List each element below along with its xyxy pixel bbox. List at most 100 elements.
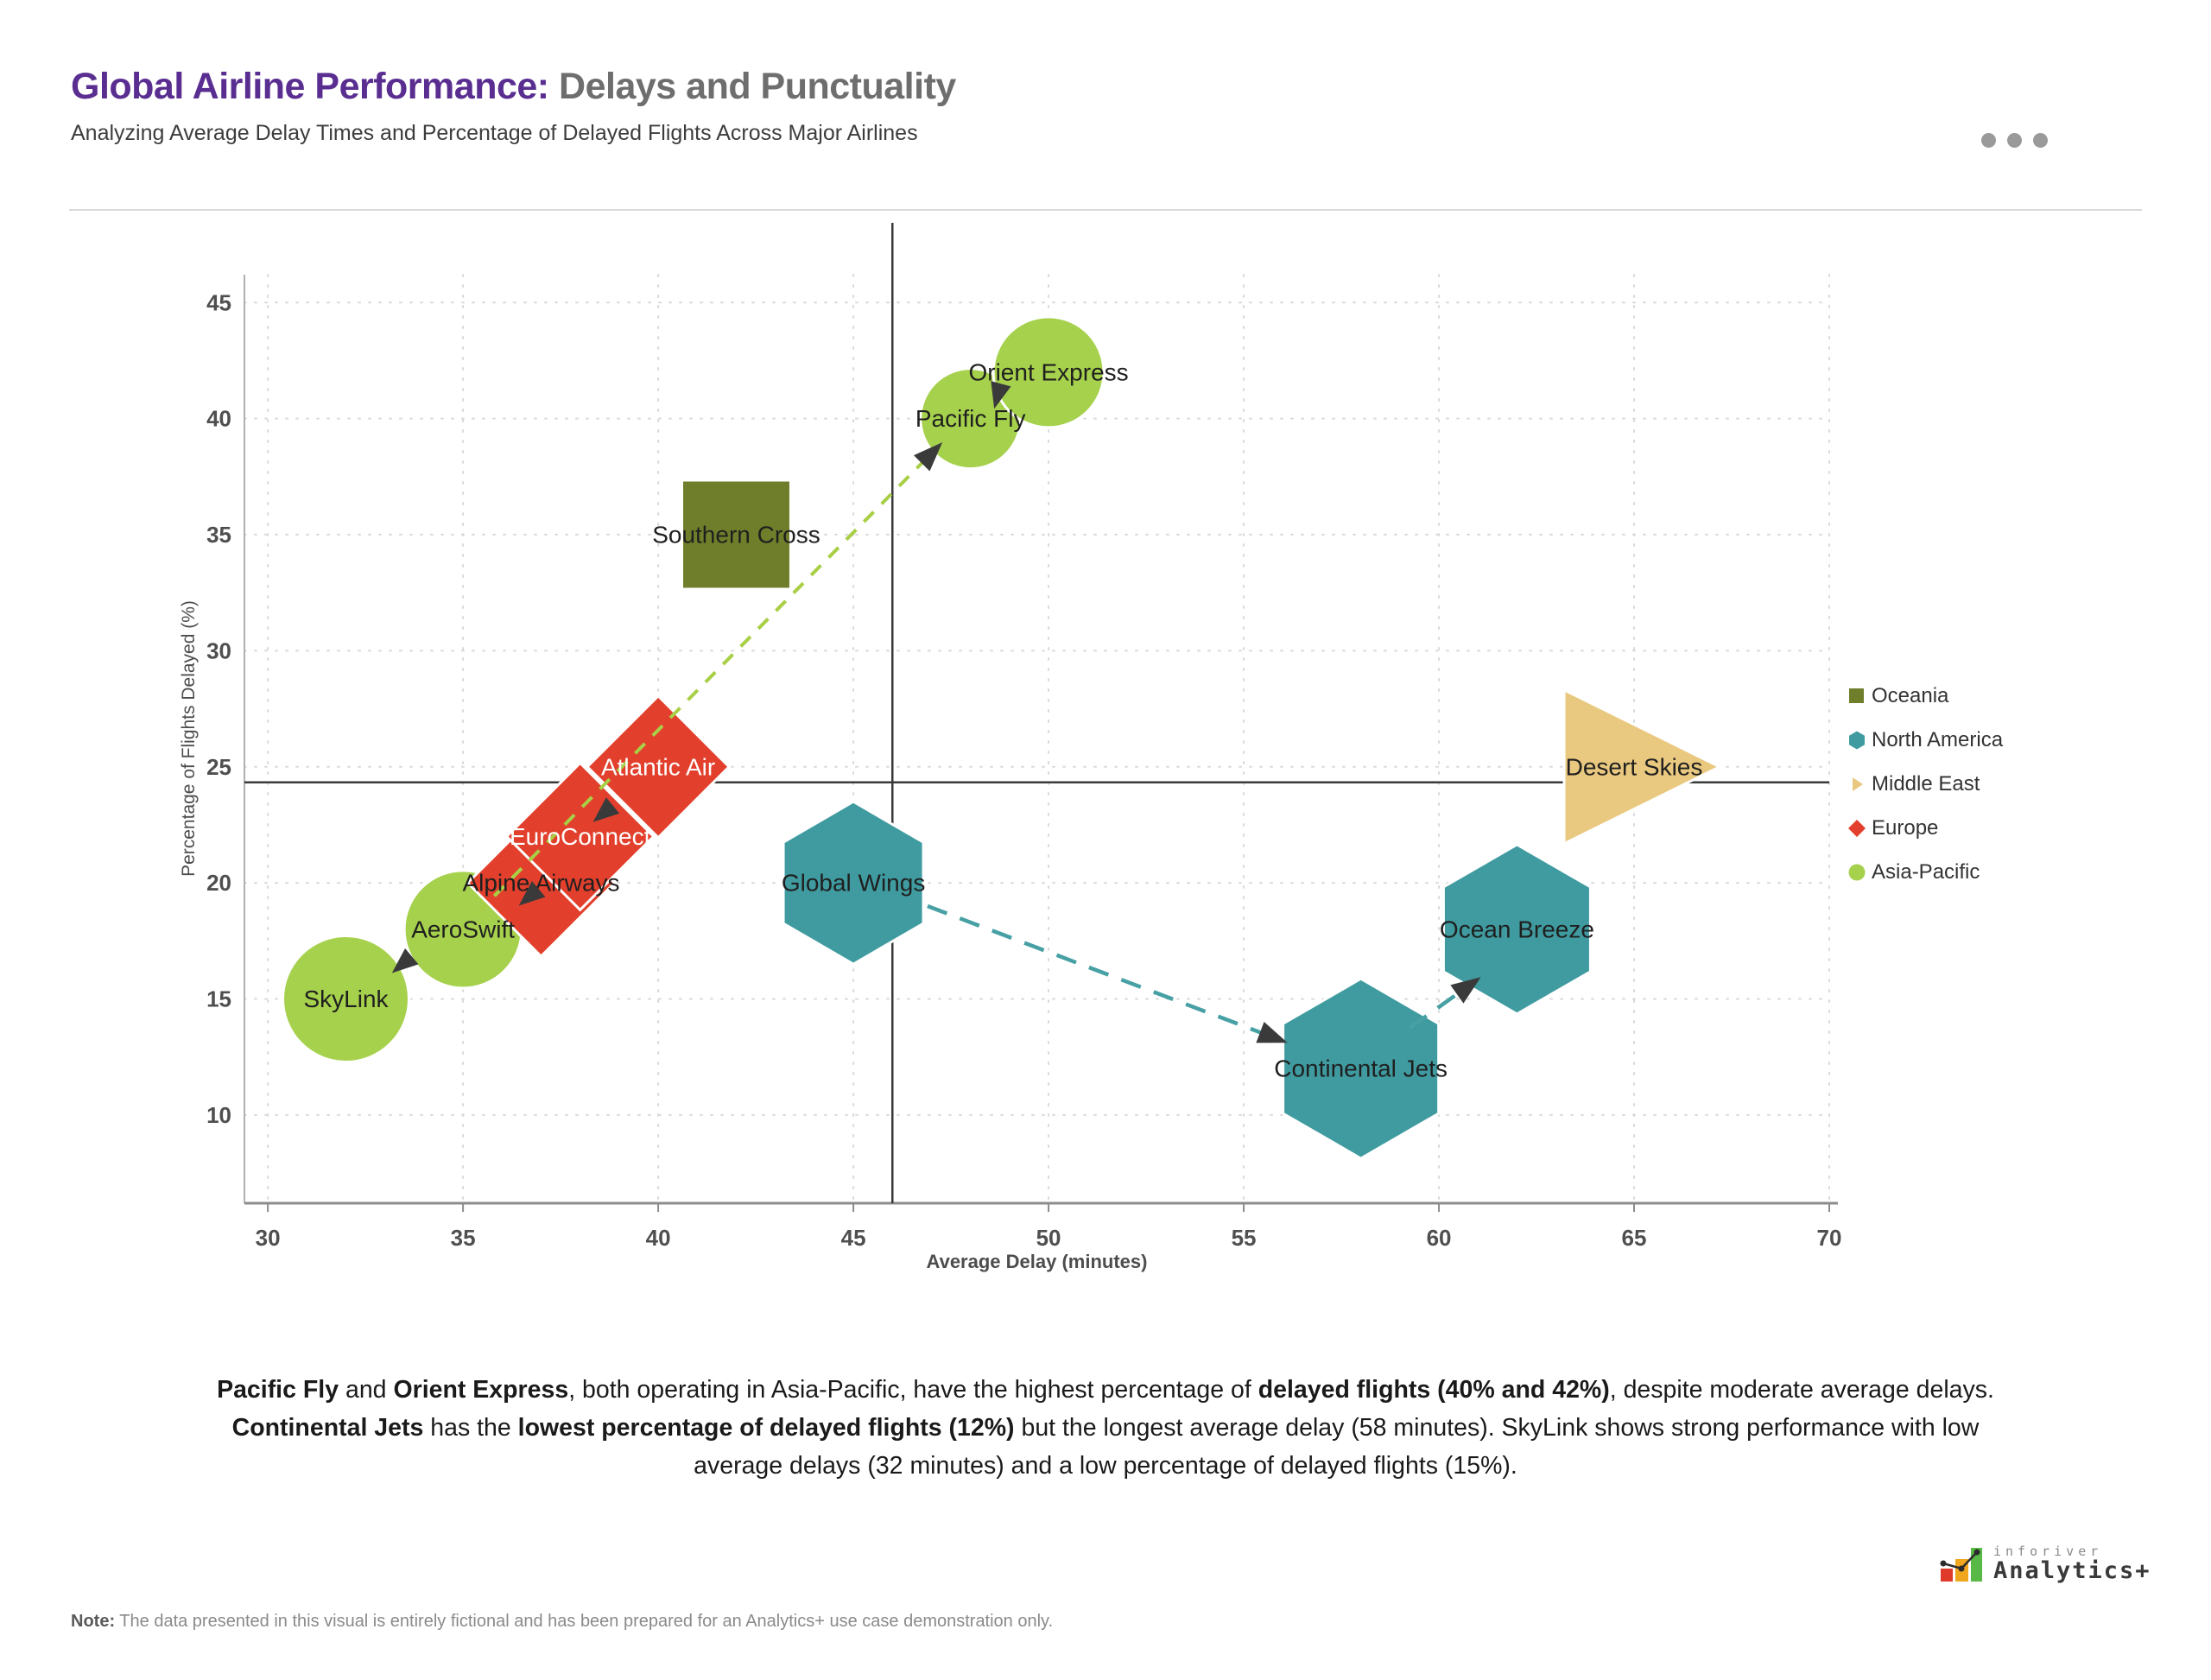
- label-atlantic-air: Atlantic Air: [601, 753, 715, 780]
- direction-arrow-icon: [592, 797, 620, 822]
- summary-segment: , despite moderate average delays.: [1609, 1375, 1994, 1404]
- legend-item-north-america[interactable]: North America: [1847, 718, 2003, 762]
- connectors: [458, 442, 1481, 1043]
- summary-segment: delayed flights (40% and 42%): [1258, 1375, 1610, 1404]
- legend: Oceania North America Middle East Europe Asi…: [1847, 674, 2003, 894]
- marker-ocean-breeze[interactable]: [1441, 843, 1592, 1016]
- summary-segment: and: [339, 1375, 394, 1404]
- marker-orient-express[interactable]: [991, 315, 1106, 429]
- connector-line: [1408, 984, 1470, 1030]
- label-continental-jets: Continental Jets: [1274, 1056, 1448, 1082]
- legend-label: Europe: [1872, 815, 1939, 840]
- page-title-primary: Global Airline Performance:: [71, 66, 549, 107]
- x-tick-label: 45: [841, 1225, 866, 1251]
- legend-item-asia-pacific[interactable]: Asia-Pacific: [1847, 850, 2003, 894]
- x-tick-label: 35: [451, 1225, 476, 1251]
- gridlines: [244, 274, 1830, 1204]
- y-tick-label: 25: [206, 754, 231, 780]
- label-desert-skies: Desert Skies: [1566, 753, 1703, 780]
- data-points: [282, 315, 1723, 1160]
- oceania-legend-marker-icon: [1849, 688, 1864, 703]
- scatter-chart: 30 35 40 45 50 55 60 65 70 10 15 20 25 30 35 40 45 Averag…: [179, 223, 1841, 1272]
- legend-item-europe[interactable]: Europe: [1847, 806, 2003, 850]
- legend-label: Middle East: [1872, 771, 1980, 796]
- label-ocean-breeze: Ocean Breeze: [1440, 916, 1594, 942]
- label-alpine-airways: Alpine Airways: [462, 870, 619, 897]
- footnote-label: Note:: [71, 1612, 116, 1631]
- x-tick-label: 50: [1036, 1225, 1061, 1251]
- axes: 30 35 40 45 50 55 60 65 70 10 15 20 25 30 35 40 45 Averag…: [179, 275, 1841, 1272]
- page-title: Global Airline Performance: Delays and P…: [71, 66, 956, 108]
- marker-global-wings[interactable]: [782, 800, 925, 966]
- direction-arrows: [391, 381, 1011, 973]
- direction-arrow-icon: [391, 948, 419, 973]
- page-subtitle: Analyzing Average Delay Times and Percen…: [71, 121, 918, 145]
- connector-arrowhead: [1256, 1022, 1288, 1043]
- inforiver-logo: inforiver Analytics+: [1940, 1544, 2151, 1584]
- marker-skylink[interactable]: [282, 935, 411, 1063]
- bar-chart-icon: [1940, 1548, 1982, 1582]
- y-axis-title: Percentage of Flights Delayed (%): [179, 600, 199, 877]
- connector-arrowhead: [913, 442, 943, 472]
- legend-item-middle-east[interactable]: Middle East: [1847, 762, 2003, 806]
- label-southern-cross: Southern Cross: [652, 522, 820, 548]
- label-pacific-fly: Pacific Fly: [915, 405, 1026, 432]
- x-tick-label: 60: [1427, 1225, 1452, 1251]
- y-tick-label: 40: [206, 406, 231, 432]
- connector-line: [458, 452, 933, 933]
- y-tick-label: 45: [206, 289, 231, 315]
- summary-segment: Pacific Fly: [217, 1375, 339, 1404]
- label-skylink: SkyLink: [303, 986, 389, 1012]
- direction-arrow-icon: [518, 881, 546, 906]
- logo-product: Analytics+: [1993, 1557, 2151, 1584]
- y-tick-label: 20: [206, 870, 231, 896]
- y-tick-label: 15: [206, 986, 231, 1012]
- summary-segment: but the longest average delay (58 minute…: [694, 1413, 1980, 1480]
- label-orient-express: Orient Express: [968, 358, 1128, 385]
- legend-item-oceania[interactable]: Oceania: [1847, 674, 2003, 718]
- north-america-legend-marker-icon: [1849, 731, 1865, 749]
- summary-segment: , both operating in Asia-Pacific, have t…: [568, 1375, 1258, 1404]
- label-aeroswift: AeroSwift: [411, 916, 515, 942]
- menu-dot: [2007, 133, 2022, 148]
- y-tick-label: 10: [206, 1102, 231, 1128]
- x-tick-label: 65: [1622, 1225, 1647, 1251]
- y-tick-label: 30: [206, 637, 231, 663]
- legend-label: North America: [1872, 727, 2004, 751]
- marker-euroconnect[interactable]: [504, 761, 656, 912]
- middle-east-legend-marker-icon: [1853, 777, 1863, 791]
- logo-brand: inforiver: [1993, 1544, 2103, 1559]
- direction-arrow-icon: [991, 381, 1011, 409]
- x-axis-title: Average Delay (minutes): [927, 1251, 1148, 1272]
- marker-desert-skies[interactable]: [1562, 688, 1723, 846]
- connector-line: [927, 903, 1274, 1039]
- asia-pacific-legend-marker-icon: [1848, 864, 1866, 880]
- x-tick-label: 70: [1817, 1225, 1842, 1251]
- menu-dot: [1981, 133, 1996, 148]
- marker-continental-jets[interactable]: [1282, 977, 1441, 1160]
- legend-label: Asia-Pacific: [1872, 859, 1980, 884]
- connector-arrowhead: [1450, 977, 1481, 1004]
- footnote-text: The data presented in this visual is ent…: [115, 1612, 1054, 1631]
- marker-atlantic-air[interactable]: [585, 694, 732, 840]
- label-global-wings: Global Wings: [782, 870, 926, 897]
- europe-legend-marker-icon: [1848, 819, 1866, 837]
- header-divider: [69, 209, 2142, 211]
- summary-text: Pacific Fly and Orient Express, both ope…: [199, 1371, 2012, 1485]
- x-tick-label: 55: [1232, 1225, 1257, 1251]
- x-tick-label: 40: [646, 1225, 671, 1251]
- summary-segment: lowest percentage of delayed flights (12…: [517, 1413, 1015, 1442]
- legend-label: Oceania: [1872, 683, 1949, 707]
- footnote: Note: The data presented in this visual …: [71, 1612, 1053, 1632]
- summary-segment: Orient Express: [393, 1375, 569, 1404]
- label-euroconnect: EuroConnect: [510, 823, 651, 850]
- x-tick-label: 30: [256, 1225, 281, 1251]
- page-title-secondary: Delays and Punctuality: [548, 66, 956, 107]
- logo-text: inforiver Analytics+: [1993, 1544, 2151, 1584]
- menu-dot: [2033, 133, 2048, 148]
- point-labels: SkyLink AeroSwift Alpine Airways EuroConnec…: [303, 358, 1702, 1081]
- marker-southern-cross[interactable]: [680, 479, 792, 591]
- summary-segment: has the: [423, 1413, 518, 1442]
- ellipsis-menu-icon[interactable]: [1981, 133, 2048, 148]
